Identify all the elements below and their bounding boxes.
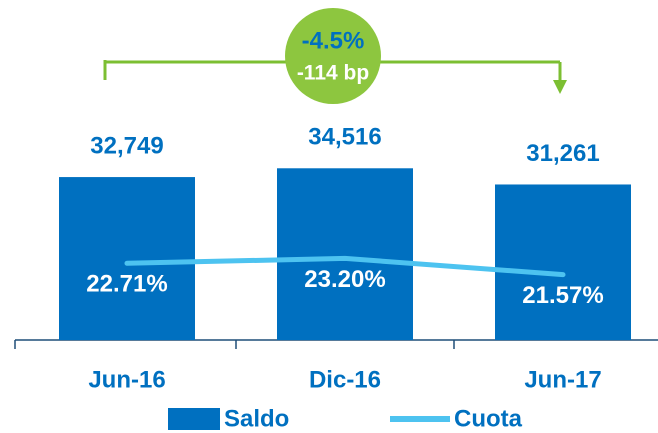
x-tick-label: Dic-16 (309, 366, 381, 393)
bar-value-label: 34,516 (308, 124, 381, 151)
legend-swatch (168, 408, 220, 430)
x-tick-label: Jun-16 (88, 366, 165, 393)
legend-label: Saldo (224, 405, 289, 432)
bar (495, 184, 631, 340)
line-value-label: 23.20% (304, 266, 385, 293)
legend-label: Cuota (454, 405, 523, 432)
x-tick-label: Jun-17 (524, 366, 601, 393)
change-percent: -4.5% (302, 27, 365, 54)
line-value-label: 22.71% (86, 271, 167, 298)
bar (59, 177, 195, 340)
bar-value-label: 32,749 (90, 132, 163, 159)
change-bp: -114 bp (297, 62, 369, 85)
bar (277, 168, 413, 340)
bar-value-label: 31,261 (526, 140, 599, 167)
change-badge (285, 8, 381, 104)
arrow-head (553, 80, 567, 94)
line-value-label: 21.57% (522, 282, 603, 309)
line (124, 255, 566, 278)
x-axis (14, 339, 658, 349)
